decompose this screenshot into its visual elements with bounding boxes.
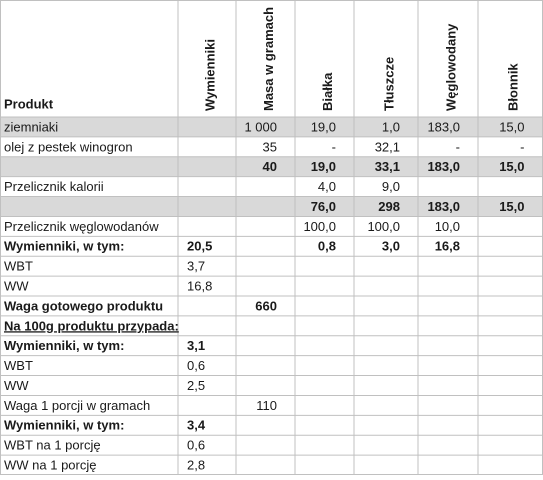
header-cell: Wymienniki bbox=[202, 39, 217, 111]
cell: 3,4 bbox=[187, 418, 206, 433]
cell: Wymienniki, w tym: bbox=[4, 418, 124, 433]
cell: - bbox=[456, 139, 460, 154]
cell: 76,0 bbox=[311, 199, 336, 214]
cell: Wymienniki, w tym: bbox=[4, 239, 124, 254]
cell: 2,8 bbox=[187, 457, 205, 472]
cell: WBT bbox=[4, 358, 33, 373]
cell: 0,6 bbox=[187, 438, 205, 453]
cell: 20,5 bbox=[187, 239, 212, 254]
cell: - bbox=[332, 139, 336, 154]
header-cell: Błonnik bbox=[506, 63, 521, 111]
cell: 2,5 bbox=[187, 378, 205, 393]
header-cell: Tłuszcze bbox=[381, 57, 396, 111]
cell: Waga 1 porcji w gramach bbox=[4, 398, 150, 413]
cell: 15,0 bbox=[499, 119, 524, 134]
cell: Na 100g produktu przypada: bbox=[4, 318, 179, 333]
cell: WBT bbox=[4, 259, 33, 274]
cell: 1,0 bbox=[382, 119, 400, 134]
cell: olej z pestek winogron bbox=[4, 139, 133, 154]
cell: 19,0 bbox=[311, 159, 336, 174]
cell: 16,8 bbox=[435, 239, 460, 254]
cell: 16,8 bbox=[187, 278, 212, 293]
cell: 298 bbox=[378, 199, 400, 214]
cell: 35 bbox=[263, 139, 277, 154]
cell: Przelicznik węglowodanów bbox=[4, 219, 159, 234]
cell: 19,0 bbox=[311, 119, 336, 134]
cell: 1 000 bbox=[244, 119, 277, 134]
cell: 110 bbox=[256, 398, 277, 413]
row-shade bbox=[0, 156, 543, 177]
cell: 32,1 bbox=[375, 139, 400, 154]
cell: 0,8 bbox=[318, 239, 336, 254]
cell: 15,0 bbox=[499, 159, 524, 174]
cell: 100,0 bbox=[303, 219, 336, 234]
cell: 660 bbox=[255, 298, 277, 313]
row-shade bbox=[0, 117, 543, 137]
cell: 183,0 bbox=[427, 199, 460, 214]
cell: WW na 1 porcję bbox=[4, 457, 96, 472]
cell: WW bbox=[4, 378, 29, 393]
cell: Przelicznik kalorii bbox=[4, 179, 104, 194]
cell: WBT na 1 porcję bbox=[4, 438, 101, 453]
cell: Waga gotowego produktu bbox=[4, 298, 163, 313]
cell: 33,1 bbox=[375, 159, 400, 174]
cell: 100,0 bbox=[367, 219, 400, 234]
cell: 4,0 bbox=[318, 179, 336, 194]
cell: - bbox=[520, 139, 524, 154]
cell: Wymienniki, w tym: bbox=[4, 338, 124, 353]
row-shade bbox=[0, 196, 543, 217]
cell: 3,0 bbox=[382, 239, 400, 254]
cell: 3,1 bbox=[187, 338, 205, 353]
header-cell: Węglowodany bbox=[443, 23, 458, 111]
cell: 10,0 bbox=[435, 219, 460, 234]
cell: 3,7 bbox=[187, 259, 205, 274]
cell: 40 bbox=[263, 159, 277, 174]
cell: 15,0 bbox=[499, 199, 524, 214]
header-cell: Produkt bbox=[4, 96, 54, 111]
header-cell: Białka bbox=[320, 72, 335, 111]
cell: 9,0 bbox=[382, 179, 400, 194]
header-cell: Masa w gramach bbox=[261, 7, 276, 111]
cell: 183,0 bbox=[427, 119, 460, 134]
cell: 0,6 bbox=[187, 358, 205, 373]
cell: WW bbox=[4, 278, 29, 293]
cell: 183,0 bbox=[427, 159, 460, 174]
cell: ziemniaki bbox=[4, 119, 58, 134]
